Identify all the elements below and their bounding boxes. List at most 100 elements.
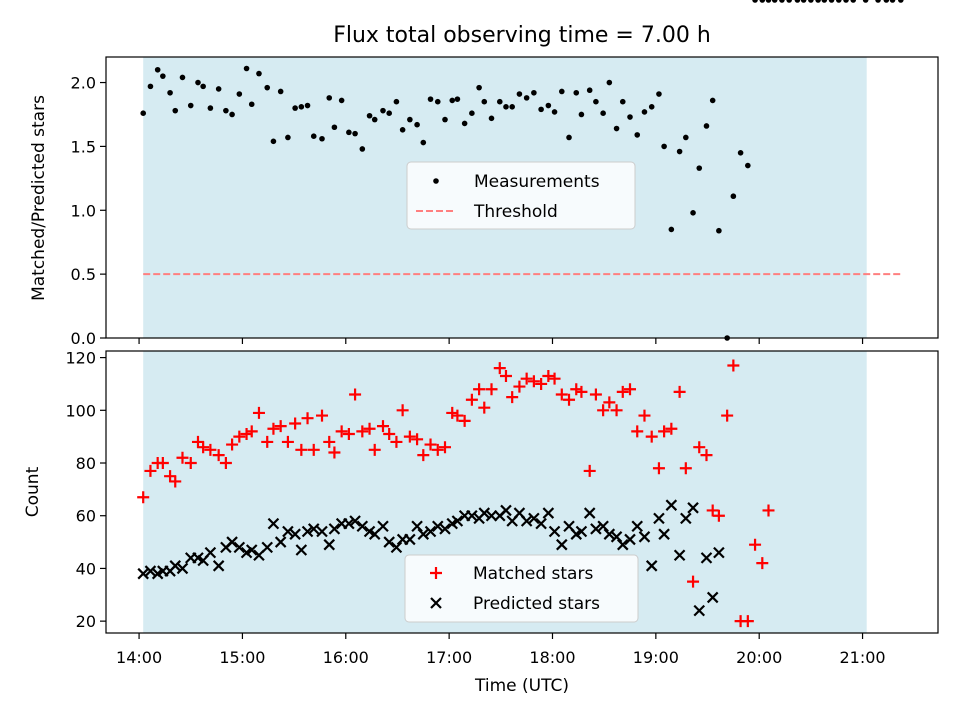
y-tick-label: 0.5: [71, 265, 96, 284]
matched-star-point: [465, 393, 478, 406]
matched-star-point: [756, 557, 769, 570]
matched-star-point: [396, 404, 409, 417]
matched-star-point: [446, 406, 459, 419]
x-tick-label: 15:00: [219, 648, 265, 667]
y-tick-label: 20: [76, 612, 96, 631]
predicted-star-point: [144, 565, 157, 577]
measurement-point: [835, 0, 842, 3]
predicted-star-point: [267, 517, 280, 530]
measurement-point: [223, 107, 229, 114]
legend-measurements-marker: [433, 178, 439, 184]
y-tick-label: 40: [76, 559, 96, 578]
measurement-point: [716, 227, 722, 234]
predicted-star-point: [528, 512, 540, 525]
matched-star-point: [137, 491, 150, 504]
y-tick-label: 80: [76, 454, 96, 473]
measurement-point: [187, 102, 194, 109]
matched-star-point: [233, 430, 246, 443]
measurement-point: [897, 0, 904, 3]
legend-matched-marker: [430, 567, 442, 579]
measurement-point: [531, 89, 537, 96]
measurement-point: [875, 0, 881, 3]
matched-star-point: [403, 430, 416, 443]
matched-star-point: [506, 391, 519, 404]
measurement-point: [759, 0, 766, 3]
matched-star-point: [749, 538, 762, 551]
measurement-point: [454, 96, 461, 102]
matched-star-point: [261, 435, 274, 448]
measurement-point: [469, 110, 475, 116]
ylabel-ratio: Matched/Predicted stars: [29, 95, 49, 301]
measurement-point: [815, 0, 821, 3]
matched-star-point: [499, 370, 512, 383]
predicted-star-point: [328, 523, 341, 535]
measurement-point: [523, 95, 530, 101]
predicted-star-point: [233, 541, 246, 554]
matched-star-point: [687, 575, 700, 588]
measurement-point: [752, 0, 758, 3]
measurement-point: [195, 79, 201, 86]
measurement-point: [683, 134, 689, 141]
measurement-point: [434, 98, 441, 105]
measurement-point: [264, 84, 271, 91]
y-tick-label: 1.5: [71, 137, 96, 156]
legend-matched-label: Matched stars: [473, 564, 593, 584]
measurement-point: [292, 105, 298, 111]
measurement-point: [277, 88, 284, 95]
predicted-star-point: [204, 546, 217, 559]
legend-measurements-label: Measurements: [474, 172, 600, 192]
matched-star-point: [527, 375, 540, 388]
measurement-point: [326, 95, 333, 101]
measurement-point: [578, 111, 585, 118]
matched-star-point: [762, 504, 775, 517]
matched-star-point: [520, 372, 533, 385]
matched-star-point: [169, 475, 182, 488]
measurement-point: [551, 109, 558, 115]
predicted-star-point: [575, 525, 588, 538]
matched-star-point: [342, 428, 355, 441]
predicted-star-point: [261, 541, 274, 554]
measurement-point: [407, 116, 413, 123]
measurement-point: [690, 210, 696, 216]
matched-star-point: [727, 359, 740, 372]
y-tick-label: 120: [65, 349, 96, 368]
measurement-point: [414, 121, 420, 128]
matched-star-point: [274, 420, 287, 433]
panel-count: 20 40 60 80 100 120 14:00 15:00 16:00 17:00 18:00…: [23, 349, 939, 696]
measurement-point: [558, 88, 565, 95]
matched-star-point: [383, 428, 396, 441]
matched-star-point: [741, 615, 754, 628]
predicted-star-point: [176, 562, 189, 575]
matched-star-point: [673, 385, 686, 398]
matched-star-point: [328, 446, 341, 459]
predicted-star-point: [307, 523, 320, 535]
predicted-star-point: [673, 549, 686, 562]
matched-star-point: [665, 422, 678, 435]
measurement-point: [285, 134, 291, 141]
matched-star-point: [356, 425, 369, 438]
measurement-point: [648, 104, 655, 110]
predicted-star-point: [417, 528, 430, 540]
measurement-point: [386, 110, 392, 116]
matched-star-point: [645, 430, 658, 443]
measurement-point: [850, 0, 857, 3]
predicted-star-point: [282, 525, 294, 538]
predicted-star-point: [500, 504, 512, 517]
matched-star-point: [204, 443, 217, 456]
predicted-star-point: [653, 512, 665, 525]
matched-star-point: [458, 414, 471, 427]
matched-star-point: [390, 435, 403, 448]
measurement-point: [573, 89, 580, 96]
measurement-point: [606, 79, 613, 86]
matched-star-point: [363, 422, 376, 435]
matched-star-point: [624, 383, 637, 396]
matched-star-point: [478, 401, 491, 414]
measurement-point: [516, 91, 523, 97]
matched-star-point: [197, 441, 210, 454]
predicted-star-point: [485, 509, 498, 522]
matched-star-point: [245, 425, 258, 438]
y-tick-label: 1.0: [71, 201, 96, 220]
measurement-point: [889, 0, 896, 3]
matched-star-point: [156, 457, 169, 470]
matched-star-point: [368, 443, 381, 456]
